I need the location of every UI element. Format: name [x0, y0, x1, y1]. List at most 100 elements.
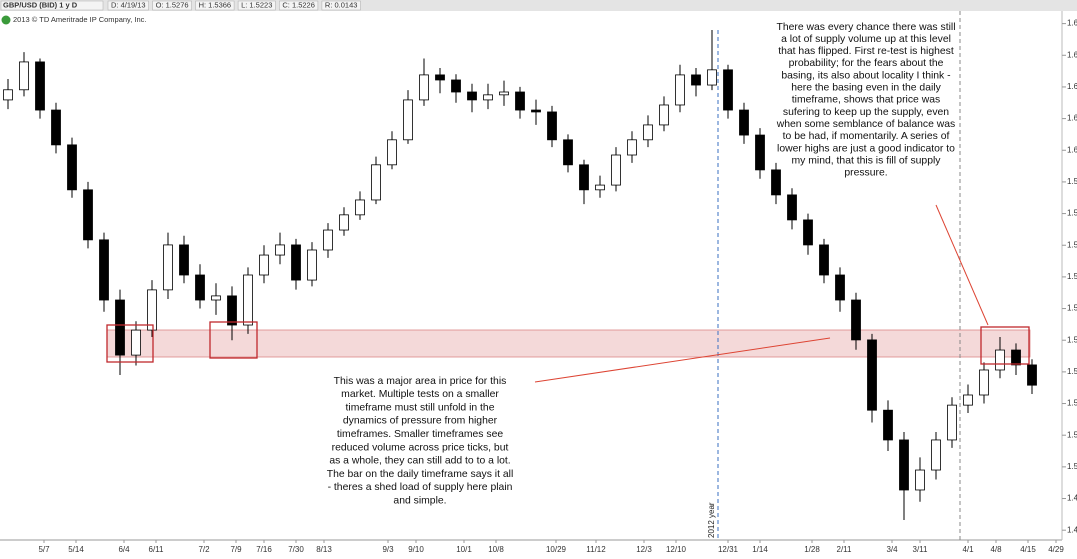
- candle-body: [803, 219, 813, 246]
- y-tick-label: 1.6: [1067, 19, 1077, 28]
- header-field: L: 1.5223: [241, 0, 272, 9]
- candle-body: [739, 109, 749, 136]
- candle-body: [419, 74, 429, 101]
- highlight-box: [209, 321, 258, 359]
- x-tick-label: 5/7: [38, 545, 50, 554]
- x-tick-label: 7/2: [198, 545, 210, 554]
- x-tick-label: 7/16: [256, 545, 272, 554]
- candle-body: [259, 254, 269, 276]
- y-tick-label: 1.6: [1067, 50, 1077, 59]
- candle-body: [595, 184, 605, 191]
- candle-body: [275, 244, 285, 256]
- candle-body: [195, 274, 205, 301]
- y-tick-label: 1.4: [1067, 494, 1077, 503]
- annotation-line: probability; for the fears about the: [789, 58, 944, 69]
- info-icon[interactable]: [1, 15, 11, 25]
- header-field: D: 4/19/13: [111, 0, 146, 9]
- annotation-line: pressure.: [844, 168, 887, 179]
- x-tick-label: 8/13: [316, 545, 332, 554]
- candle-body: [291, 244, 301, 281]
- candle-body: [211, 295, 221, 301]
- candles: [3, 29, 1037, 521]
- candle-body: [163, 244, 173, 291]
- candle-body: [3, 89, 13, 101]
- y-tick-label: 1.5: [1067, 462, 1077, 471]
- callout-line: [935, 204, 989, 326]
- candle-body: [883, 409, 893, 441]
- x-tick-label: 12/31: [718, 545, 739, 554]
- candle-body: [323, 229, 333, 251]
- header-box: [107, 0, 149, 11]
- annotation-line: reduced volume across price ticks, but: [332, 442, 509, 453]
- x-tick-label: 10/29: [546, 545, 567, 554]
- candle-body: [643, 124, 653, 141]
- candle-body: [467, 91, 477, 101]
- candle-body: [819, 244, 829, 276]
- annotation-line: to be had, if momentarily. A series of: [783, 131, 950, 142]
- annotation-line: timeframes. Smaller timeframes see: [337, 429, 504, 440]
- header-box: [152, 0, 192, 11]
- x-tick-label: 1/14: [752, 545, 768, 554]
- candle-body: [835, 274, 845, 301]
- x-tick-label: 10/1: [456, 545, 472, 554]
- candle-body: [867, 339, 877, 411]
- highlight-box: [980, 326, 1030, 365]
- candle-body: [147, 289, 157, 331]
- candle-body: [179, 244, 189, 276]
- annotation-line: The bar on the daily timeframe says it a…: [327, 469, 514, 480]
- candle-body: [563, 139, 573, 166]
- x-tick-label: 3/4: [886, 545, 898, 554]
- candle-body: [51, 109, 61, 146]
- y-tick-label: 1.5: [1067, 430, 1077, 439]
- annotation-line: sufering to keep up the supply, even: [783, 107, 949, 118]
- candle-body: [531, 109, 541, 113]
- highlight-box: [106, 324, 154, 363]
- annotation-line: - theres a shed load of supply here plai…: [328, 482, 513, 493]
- y-tick-label: 1.5: [1067, 240, 1077, 249]
- x-tick-label: 2/11: [837, 545, 853, 554]
- candle-body: [707, 69, 717, 86]
- candle-body: [963, 394, 973, 406]
- annotation-line: and simple.: [393, 495, 446, 506]
- y-tick-label: 1.6: [1067, 82, 1077, 91]
- candle-body: [403, 99, 413, 141]
- y-tick-label: 1.4: [1067, 525, 1077, 534]
- annotation-line: timeframe, shows that price was: [792, 95, 940, 106]
- candle-body: [547, 111, 557, 141]
- symbol-title: GBP/USD (BID) 1 y D: [3, 0, 78, 9]
- candle-body: [947, 404, 957, 441]
- symbol-box[interactable]: [0, 0, 104, 11]
- header-box: [195, 0, 235, 11]
- candle-body: [851, 299, 861, 341]
- candle-body: [131, 329, 141, 356]
- y-tick-label: 1.5: [1067, 367, 1077, 376]
- candle-body: [227, 295, 237, 326]
- x-tick-label: 9/3: [382, 545, 394, 554]
- x-tick-label: 3/11: [913, 545, 929, 554]
- candle-body: [99, 239, 109, 301]
- candle-body: [995, 349, 1005, 371]
- header-box: [237, 0, 276, 11]
- header-box: [279, 0, 319, 11]
- candle-body: [931, 439, 941, 471]
- candle-body: [627, 139, 637, 156]
- x-tick-label: 5/14: [68, 545, 84, 554]
- x-tick-label: 12/3: [636, 545, 652, 554]
- x-tick-label: 4/29: [1048, 545, 1064, 554]
- header-field: O: 1.5276: [156, 0, 189, 9]
- candle-body: [67, 144, 77, 191]
- annotation-line: market. Multiple tests on a smaller: [341, 389, 499, 400]
- y-tick-label: 1.5: [1067, 335, 1077, 344]
- x-tick-label: 4/1: [962, 545, 974, 554]
- x-tick-label: 4/15: [1020, 545, 1036, 554]
- y-tick-label: 1.6: [1067, 145, 1077, 154]
- annotation-line: my mind, that this is fill of supply: [792, 155, 942, 166]
- annotation-line: There was every chance there was still: [776, 22, 955, 33]
- candle-body: [451, 79, 461, 93]
- candle-body: [771, 169, 781, 196]
- y-tick-label: 1.5: [1067, 399, 1077, 408]
- header-field: H: 1.5366: [199, 0, 232, 9]
- candle-body: [35, 61, 45, 111]
- candle-body: [723, 69, 733, 111]
